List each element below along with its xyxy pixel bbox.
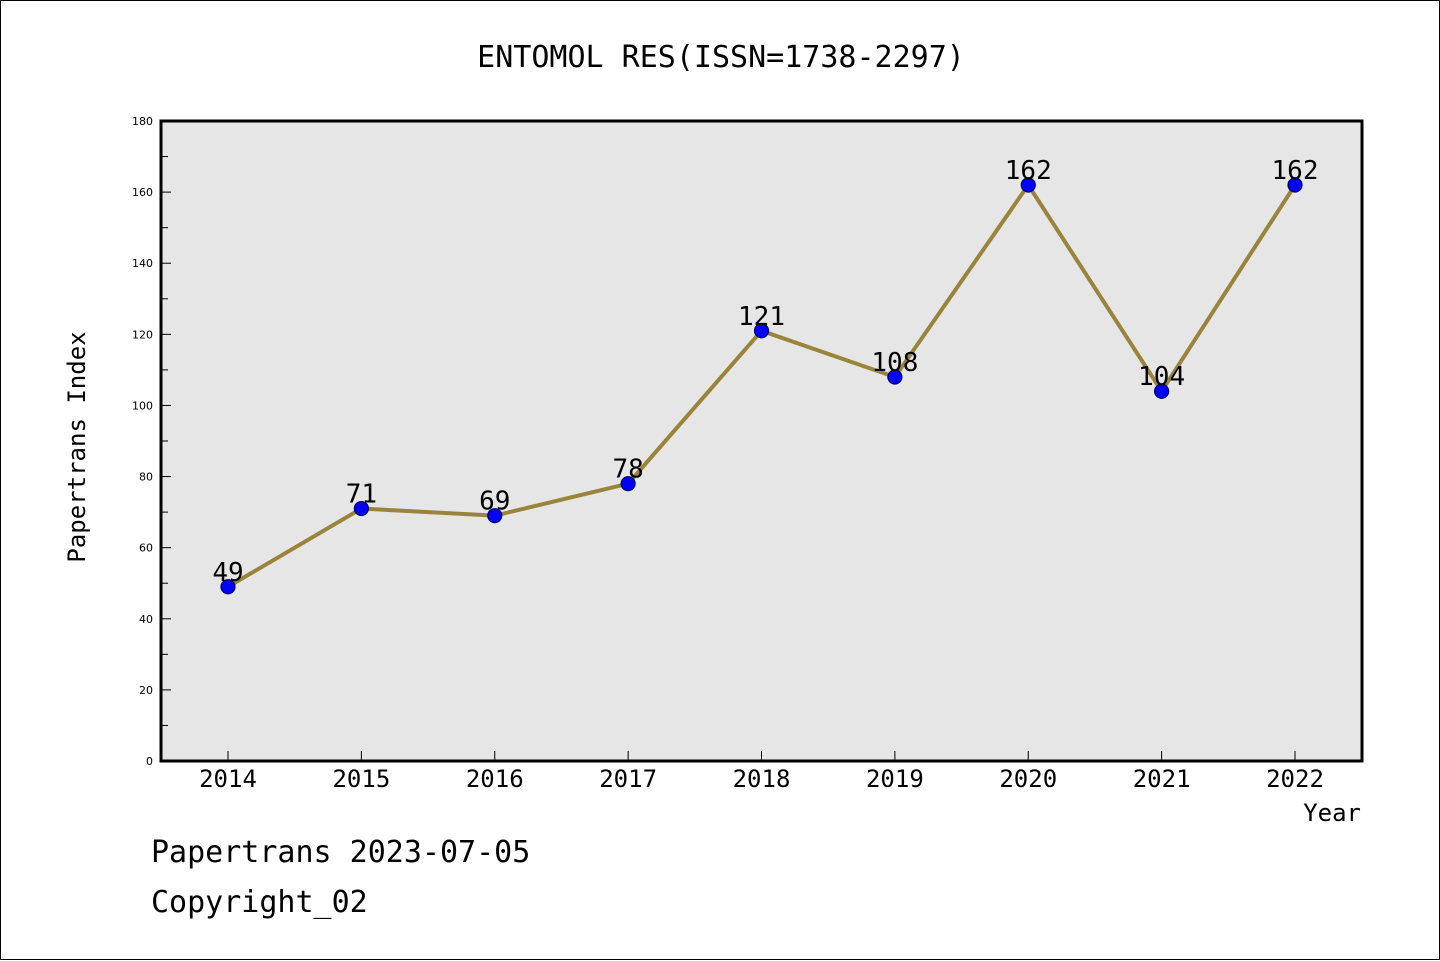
y-tick-label: 40 — [139, 613, 153, 626]
data-point — [887, 369, 903, 385]
data-point — [620, 476, 636, 492]
data-series — [220, 177, 1303, 595]
footer-copyright-text: Copyright_02 — [151, 885, 368, 920]
data-point — [753, 323, 770, 339]
x-axis: 2014 2015 2016 2017 2018 2019 2020 2021 2022 — [199, 751, 1324, 793]
data-point — [487, 508, 503, 524]
y-tick-label: 160 — [132, 186, 153, 199]
data-point — [1287, 177, 1303, 193]
y-tick-label: 180 — [132, 115, 153, 128]
plot-area — [159, 119, 1364, 763]
y-tick-label: 100 — [132, 399, 153, 412]
y-axis-label: Papertrans Index — [63, 331, 91, 562]
y-tick-label: 0 — [146, 755, 153, 768]
y-tick-label: 120 — [132, 328, 153, 341]
x-tick-label: 2018 — [733, 765, 791, 793]
y-axis: 0 20 40 60 80 100 120 140 160 180 — [132, 115, 171, 768]
data-label: 49 — [212, 558, 243, 588]
data-point — [1154, 383, 1170, 399]
x-tick-label: 2020 — [999, 765, 1057, 793]
data-labels: 49 71 69 78 121 108 162 104 162 — [212, 156, 1318, 588]
data-label: 69 — [479, 487, 510, 517]
data-label: 108 — [871, 348, 918, 378]
data-label: 121 — [738, 302, 785, 332]
x-tick-label: 2021 — [1133, 765, 1191, 793]
y-tick-label: 60 — [139, 542, 153, 555]
x-tick-label: 2016 — [466, 765, 524, 793]
y-tick-label: 80 — [139, 471, 153, 484]
data-point — [1020, 177, 1036, 193]
data-label: 104 — [1138, 362, 1185, 392]
x-tick-label: 2017 — [599, 765, 657, 793]
y-tick-label: 140 — [132, 257, 153, 270]
data-point — [220, 579, 236, 595]
data-label: 71 — [346, 480, 377, 510]
chart-title: ENTOMOL RES(ISSN=1738-2297) — [477, 40, 965, 75]
data-point — [353, 500, 369, 517]
x-tick-label: 2015 — [332, 765, 390, 793]
x-axis-label: Year — [1303, 799, 1361, 827]
data-label: 162 — [1005, 156, 1052, 186]
x-tick-label: 2019 — [866, 765, 924, 793]
y-tick-label: 20 — [139, 684, 153, 697]
footer-date-text: Papertrans 2023-07-05 — [151, 835, 531, 870]
data-label: 78 — [612, 455, 643, 485]
data-label: 162 — [1272, 156, 1319, 186]
x-tick-label: 2022 — [1266, 765, 1324, 793]
x-tick-label: 2014 — [199, 765, 257, 793]
